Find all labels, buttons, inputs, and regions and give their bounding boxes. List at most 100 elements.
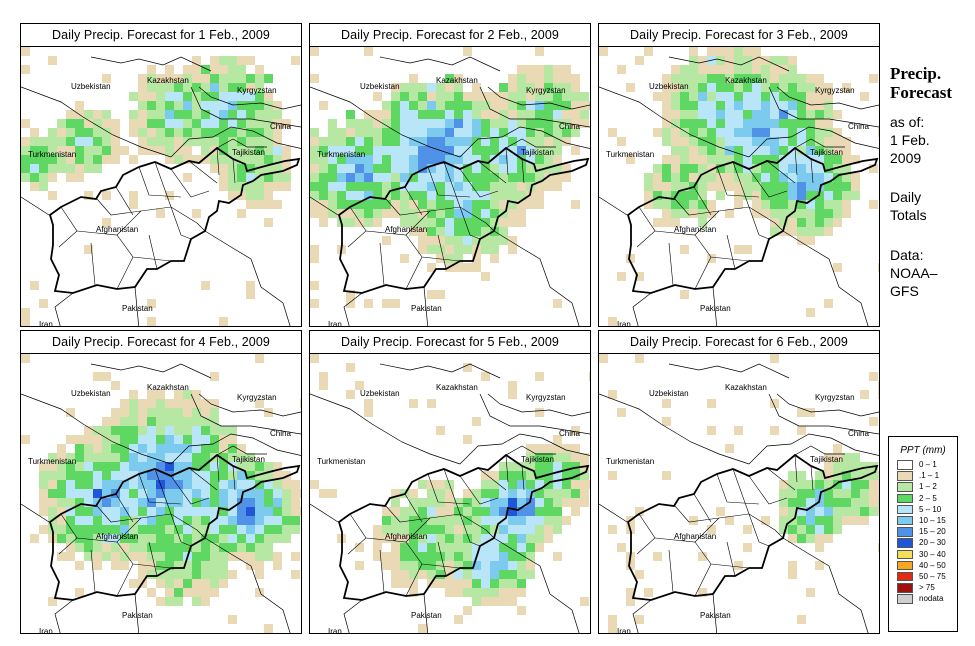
- country-border: [768, 86, 879, 128]
- precip-cell: [508, 110, 517, 119]
- precip-cell: [454, 83, 463, 92]
- precip-cell: [788, 525, 797, 534]
- precip-cell: [147, 92, 156, 101]
- precip-cell: [580, 480, 589, 489]
- country-border: [668, 363, 790, 379]
- precip-cell: [508, 390, 517, 399]
- afghanistan-border: [626, 146, 879, 294]
- precip-cell: [761, 101, 770, 110]
- precip-cell: [264, 155, 273, 164]
- afghanistan-border: [48, 453, 301, 601]
- precip-cell: [626, 254, 635, 263]
- precip-cell: [237, 74, 246, 83]
- precip-cell: [246, 173, 255, 182]
- precip-cell: [752, 173, 761, 182]
- map-label-uzbekistan: Uzbekistan: [360, 82, 400, 91]
- precip-cell: [174, 552, 183, 561]
- precip-cell: [743, 65, 752, 74]
- precip-cell: [102, 155, 111, 164]
- province-border: [180, 541, 192, 547]
- precip-cell: [183, 119, 192, 128]
- province-border: [170, 168, 210, 198]
- precip-cell: [770, 209, 779, 218]
- precip-cell: [355, 381, 364, 390]
- legend-swatch: [897, 571, 913, 582]
- precip-cell: [508, 182, 517, 191]
- precip-cell: [878, 489, 879, 498]
- precip-cell: [833, 110, 842, 119]
- precip-cell: [255, 101, 264, 110]
- precip-cell: [111, 498, 120, 507]
- precip-cell: [373, 164, 382, 173]
- precip-cell: [219, 83, 228, 92]
- province-border: [459, 168, 499, 198]
- precip-cell: [617, 137, 626, 146]
- precip-cell: [499, 543, 508, 552]
- precip-cell: [815, 543, 824, 552]
- precip-cell: [671, 128, 680, 137]
- precip-cell: [463, 552, 472, 561]
- precip-cell: [75, 462, 84, 471]
- precip-cell: [716, 146, 725, 155]
- precip-cell: [535, 525, 544, 534]
- precip-cell: [544, 444, 553, 453]
- precip-cell: [481, 200, 490, 209]
- province-border: [385, 198, 431, 216]
- precip-cell: [526, 83, 535, 92]
- precip-cell: [409, 119, 418, 128]
- precip-cell: [770, 83, 779, 92]
- precip-cell: [481, 272, 490, 281]
- precip-cell: [599, 47, 608, 56]
- precip-cell: [93, 435, 102, 444]
- map-label-tajikistan: Tajikistan: [521, 148, 554, 157]
- legend-label: 50 – 75: [919, 571, 946, 581]
- country-border: [505, 138, 556, 149]
- precip-cell: [869, 372, 878, 381]
- totals-line-2: Totals: [890, 207, 927, 223]
- precip-cell: [129, 462, 138, 471]
- precip-cell: [57, 516, 66, 525]
- precip-cell: [752, 83, 761, 92]
- precip-cell: [689, 191, 698, 200]
- precip-cell: [445, 92, 454, 101]
- precip-cell: [391, 128, 400, 137]
- precip-cell: [328, 200, 337, 209]
- precip-cell: [851, 173, 860, 182]
- precip-cell: [291, 498, 300, 507]
- precip-cell: [418, 137, 427, 146]
- precip-cell: [698, 552, 707, 561]
- map-label-kyrgyzstan: Kyrgyzstan: [237, 393, 277, 402]
- legend-label: 1 – 2: [919, 482, 937, 492]
- precip-cell: [174, 128, 183, 137]
- precip-cell: [382, 507, 391, 516]
- precip-cell: [427, 128, 436, 137]
- country-border: [310, 503, 339, 523]
- precip-cell: [436, 101, 445, 110]
- map-label-kyrgyzstan: Kyrgyzstan: [526, 393, 566, 402]
- precip-cell: [255, 399, 264, 408]
- precip-cell: [508, 200, 517, 209]
- province-border: [693, 493, 712, 523]
- province-border: [469, 234, 481, 240]
- precip-cell: [129, 480, 138, 489]
- precip-cell: [472, 128, 481, 137]
- afghanistan-border: [337, 146, 590, 294]
- precip-cell: [553, 173, 562, 182]
- precip-cell: [761, 83, 770, 92]
- precip-cell: [219, 56, 228, 65]
- precip-cells: [310, 354, 590, 633]
- precip-cell: [21, 354, 30, 363]
- precip-cell: [499, 534, 508, 543]
- precip-cell: [264, 462, 273, 471]
- precip-cell: [779, 516, 788, 525]
- precip-cell: [319, 173, 328, 182]
- precip-cell: [436, 227, 445, 236]
- precip-cell: [806, 498, 815, 507]
- precip-cell: [129, 525, 138, 534]
- precip-cell: [102, 516, 111, 525]
- precip-cell: [517, 128, 526, 137]
- precip-cell: [508, 236, 517, 245]
- province-border: [427, 473, 471, 505]
- precip-cell: [75, 101, 84, 110]
- precip-cell: [797, 137, 806, 146]
